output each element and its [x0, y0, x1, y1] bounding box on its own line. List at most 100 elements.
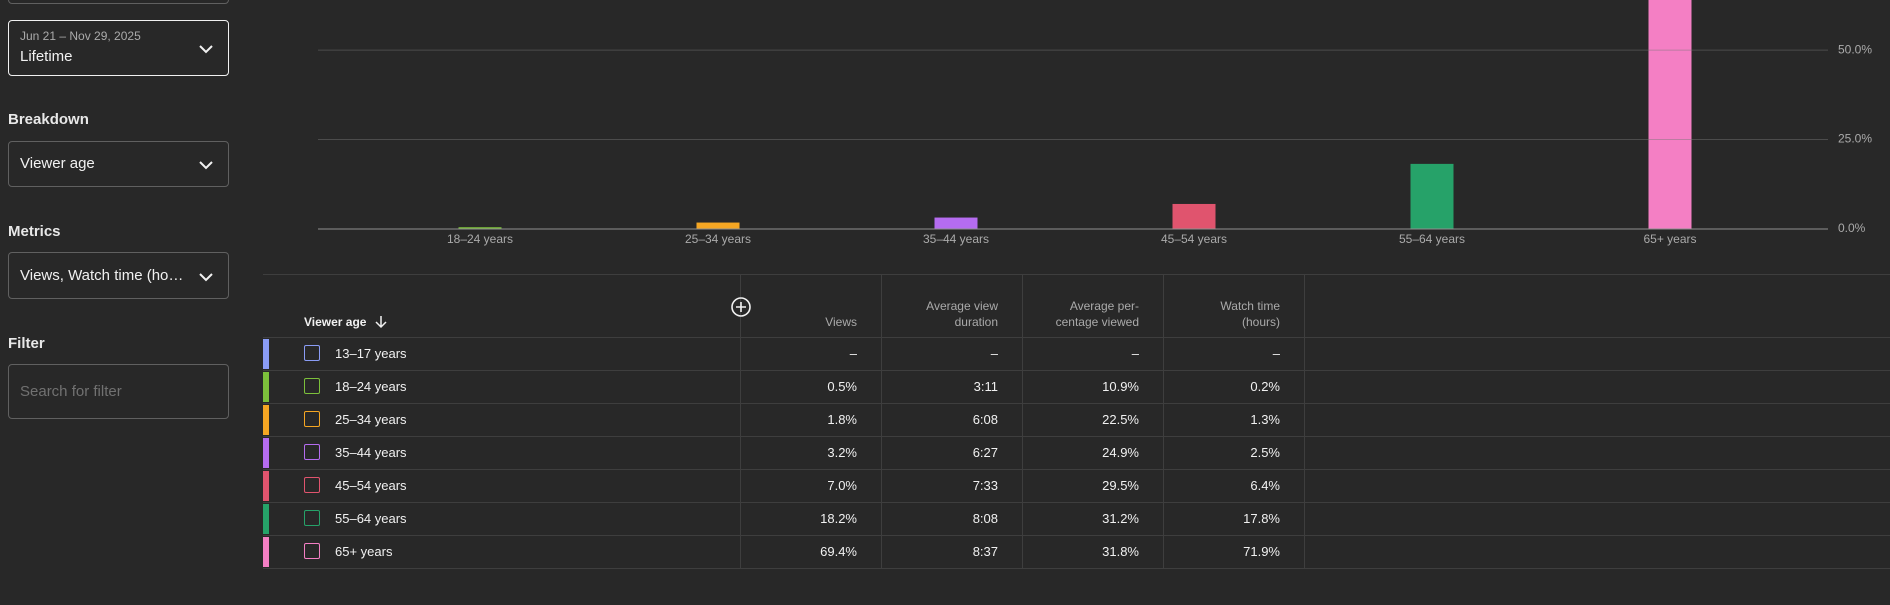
row-label: 18–24 years	[335, 379, 407, 394]
table-cell: 71.9%	[1243, 544, 1280, 559]
add-column-button[interactable]	[730, 296, 752, 318]
row-checkbox[interactable]	[304, 477, 320, 493]
row-divider	[263, 568, 1890, 569]
filter-input[interactable]: Search for filter	[8, 364, 229, 419]
row-label: 55–64 years	[335, 511, 407, 526]
table-cell: 1.8%	[827, 412, 857, 427]
table-cell: 17.8%	[1243, 511, 1280, 526]
metrics-value: Views, Watch time (ho…	[20, 267, 184, 284]
row-checkbox[interactable]	[304, 345, 320, 361]
table-cell: 3:11	[973, 379, 998, 394]
table-cell: 0.2%	[1250, 379, 1280, 394]
row-color-strip	[263, 471, 269, 501]
row-label: 65+ years	[335, 544, 393, 559]
row-label: 13–17 years	[335, 346, 407, 361]
date-range-dropdown[interactable]: Jun 21 – Nov 29, 2025 Lifetime	[8, 20, 229, 76]
column-divider	[1163, 275, 1164, 568]
metrics-dropdown[interactable]: Views, Watch time (ho…	[8, 252, 229, 299]
column-divider	[881, 275, 882, 568]
table-cell: 69.4%	[820, 544, 857, 559]
table-cell: 3.2%	[827, 445, 857, 460]
breakdown-value: Viewer age	[20, 155, 95, 172]
y-tick-label: 25.0%	[1838, 132, 1872, 146]
bar	[1648, 0, 1692, 229]
table-cell: 10.9%	[1102, 379, 1139, 394]
row-checkbox[interactable]	[304, 378, 320, 394]
table-cell: 31.8%	[1102, 544, 1139, 559]
chart-separator	[263, 274, 1890, 275]
column-header: Average per­centage viewed	[1055, 299, 1139, 329]
row-label: 25–34 years	[335, 412, 407, 427]
row-color-strip	[263, 339, 269, 369]
table-cell: 31.2%	[1102, 511, 1139, 526]
chevron	[199, 161, 213, 170]
row-divider	[263, 337, 1890, 338]
table-cell: –	[990, 346, 998, 361]
bar	[1172, 203, 1216, 229]
table-cell: –	[1131, 346, 1139, 361]
row-divider	[263, 436, 1890, 437]
row-color-strip	[263, 438, 269, 468]
table-cell: 6:27	[972, 445, 998, 460]
column-divider	[1304, 275, 1305, 568]
column-divider	[1022, 275, 1023, 568]
table-cell: 22.5%	[1102, 412, 1139, 427]
column-divider	[740, 275, 741, 568]
bar	[696, 222, 740, 229]
row-color-strip	[263, 537, 269, 567]
row-label: 45–54 years	[335, 478, 407, 493]
column-header: Average view duration	[926, 299, 998, 329]
chevron	[199, 273, 213, 282]
table-cell: –	[849, 346, 857, 361]
row-color-strip	[263, 405, 269, 435]
chevron	[199, 45, 213, 54]
breakdown-label: Breakdown	[8, 111, 89, 128]
date-range-value: Lifetime	[20, 48, 73, 65]
table-cell: 7.0%	[827, 478, 857, 493]
table-cell: 29.5%	[1102, 478, 1139, 493]
table-cell: 2.5%	[1250, 445, 1280, 460]
row-checkbox[interactable]	[304, 543, 320, 559]
row-divider	[263, 535, 1890, 536]
breakdown-dropdown[interactable]: Viewer age	[8, 141, 229, 187]
column-header: Viewer age	[304, 315, 367, 329]
row-color-strip	[263, 504, 269, 534]
x-tick-label: 45–54 years	[1161, 232, 1227, 246]
row-divider	[263, 469, 1890, 470]
row-checkbox[interactable]	[304, 510, 320, 526]
row-label: 35–44 years	[335, 445, 407, 460]
chart: 18–24 years 25–34 years 35–44 years 45–54 y…	[318, 0, 1872, 246]
filter-placeholder: Search for filter	[20, 383, 122, 400]
x-tick-label: 35–44 years	[923, 232, 989, 246]
y-tick-label: 50.0%	[1838, 42, 1872, 56]
x-tick-label: 18–24 years	[447, 232, 513, 246]
table-cell: 24.9%	[1102, 445, 1139, 460]
table-cell: 18.2%	[820, 511, 857, 526]
row-divider	[263, 403, 1890, 404]
row-divider	[263, 370, 1890, 371]
row-color-strip	[263, 372, 269, 402]
row-checkbox[interactable]	[304, 411, 320, 427]
table-cell: 7:33	[972, 478, 998, 493]
table-cell: 8:37	[972, 544, 998, 559]
table-cell: –	[1272, 346, 1280, 361]
metrics-label: Metrics	[8, 223, 61, 240]
table-cell: 1.3%	[1250, 412, 1280, 427]
filter-label: Filter	[8, 335, 45, 352]
table-cell: 6.4%	[1250, 478, 1280, 493]
column-header: Watch time (hours)	[1220, 299, 1280, 329]
row-checkbox[interactable]	[304, 444, 320, 460]
x-tick-label: 25–34 years	[685, 232, 751, 246]
bar	[934, 217, 978, 229]
x-tick-label: 65+ years	[1643, 232, 1696, 246]
bar	[1410, 163, 1454, 229]
x-tick-label: 55–64 years	[1399, 232, 1465, 246]
sort-arrow[interactable]	[374, 315, 388, 329]
bar	[458, 227, 502, 229]
column-header: Views	[825, 315, 857, 329]
table-cell: 6:08	[972, 412, 998, 427]
table-cell: 0.5%	[827, 379, 857, 394]
table-cell: 8:08	[972, 511, 998, 526]
date-range-dates: Jun 21 – Nov 29, 2025	[20, 29, 141, 43]
